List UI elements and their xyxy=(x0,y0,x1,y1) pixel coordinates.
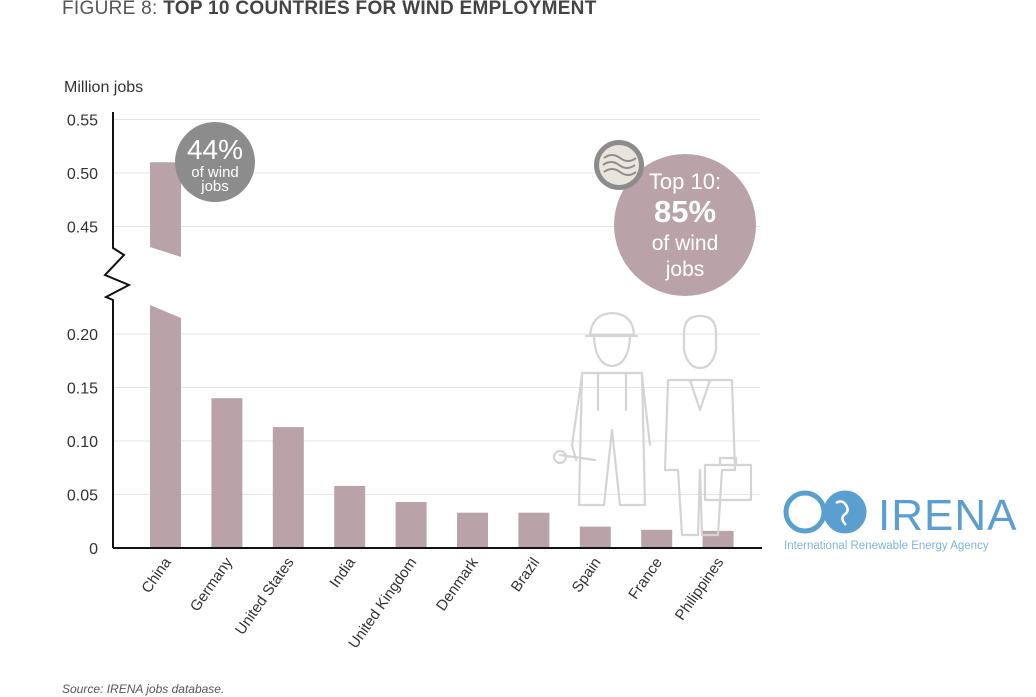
irena-logo-tagline: International Renewable Energy Agency xyxy=(784,540,989,552)
bar xyxy=(518,512,550,548)
x-tick-label: China xyxy=(138,554,175,596)
x-tick-label: United Kingdom xyxy=(345,555,420,652)
y-tick-labels: 0 0.05 0.10 0.15 0.20 0.45 0.50 0.55 xyxy=(67,113,98,559)
china-badge-line2: jobs xyxy=(200,178,229,195)
x-tick-label: France xyxy=(625,555,666,603)
globe-icon xyxy=(835,500,849,526)
china-badge-circle xyxy=(175,122,255,202)
y-tick-label: 0.55 xyxy=(67,113,98,130)
bar xyxy=(579,526,611,548)
bar xyxy=(395,501,427,548)
x-tick-label: Philippines xyxy=(672,555,728,624)
x-tick-label: India xyxy=(326,554,359,591)
y-axis-label: Million jobs xyxy=(64,79,143,96)
bar xyxy=(150,305,181,548)
y-tick-label: 0.15 xyxy=(67,381,98,398)
china-share-badge: 44% of wind jobs xyxy=(175,122,255,202)
y-tick-label: 0.10 xyxy=(67,434,98,451)
x-tick-label: Denmark xyxy=(433,554,482,614)
y-axis-break xyxy=(103,112,132,548)
x-tick-label: Brazil xyxy=(508,555,543,595)
bar xyxy=(641,529,673,548)
figure-heading: TOP 10 COUNTRIES FOR WIND EMPLOYMENT xyxy=(163,0,597,19)
bar xyxy=(334,485,366,548)
workers-illustration xyxy=(552,311,753,537)
source-note: Source: IRENA jobs database. xyxy=(62,682,225,696)
x-tick-label: United States xyxy=(232,555,298,639)
top10-badge-percent: 85% xyxy=(654,194,716,229)
x-tick-label: Spain xyxy=(569,555,605,596)
bar xyxy=(211,398,243,548)
china-badge-percent: 44% xyxy=(187,134,243,165)
bar xyxy=(457,512,488,548)
china-badge-line1: of wind xyxy=(191,164,239,181)
irena-logo: IRENA International Renewable Energy Age… xyxy=(783,490,1017,552)
bars xyxy=(150,162,734,548)
bar xyxy=(272,427,304,548)
top10-badge-line1: Top 10: xyxy=(649,169,721,194)
wind-icon xyxy=(594,140,644,190)
y-tick-label: 0 xyxy=(89,541,98,558)
x-tick-label: Germany xyxy=(187,554,237,615)
y-tick-label: 0.20 xyxy=(67,327,98,344)
irena-logo-wordmark: IRENA xyxy=(878,491,1017,540)
top10-badge-line3: jobs xyxy=(665,258,705,281)
top10-badge-circle xyxy=(614,154,756,296)
top10-share-badge: Top 10: 85% of wind jobs xyxy=(614,154,756,296)
irena-logo-mark xyxy=(783,490,867,534)
y-tick-label: 0.05 xyxy=(67,488,98,505)
bar-upper xyxy=(150,162,181,257)
y-tick-label: 0.45 xyxy=(67,220,98,237)
figure-label: FIGURE 8: xyxy=(62,0,158,19)
y-tick-label: 0.50 xyxy=(67,166,98,183)
figure-title: FIGURE 8: TOP 10 COUNTRIES FOR WIND EMPL… xyxy=(62,0,597,20)
top10-badge-line2: of wind xyxy=(652,232,719,255)
